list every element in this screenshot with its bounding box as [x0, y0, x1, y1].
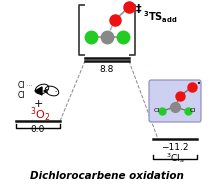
Text: Cl: Cl: [154, 108, 160, 114]
Polygon shape: [35, 87, 42, 95]
Text: +: +: [33, 99, 43, 109]
Text: ‡: ‡: [136, 4, 142, 14]
Text: $\mathbf{^3TS_{add}}$: $\mathbf{^3TS_{add}}$: [143, 9, 178, 25]
Text: $^3$O$_2$: $^3$O$_2$: [30, 106, 50, 124]
Text: Cl: Cl: [18, 91, 25, 99]
Text: −11.2: −11.2: [161, 143, 189, 152]
Text: 0.0: 0.0: [31, 125, 45, 134]
Text: Dichlorocarbene oxidation: Dichlorocarbene oxidation: [30, 171, 184, 181]
Text: •: •: [197, 81, 201, 87]
Text: ..: ..: [54, 88, 58, 92]
Text: 8.8: 8.8: [100, 65, 114, 74]
Text: $_{\mathregular{,,,}}$: $_{\mathregular{,,,}}$: [26, 83, 33, 88]
Text: Cl: Cl: [18, 81, 25, 90]
FancyBboxPatch shape: [149, 80, 201, 122]
Text: $^3$Cl$_{\mathregular{a}}$: $^3$Cl$_{\mathregular{a}}$: [166, 151, 184, 165]
Text: Cl: Cl: [190, 108, 196, 114]
